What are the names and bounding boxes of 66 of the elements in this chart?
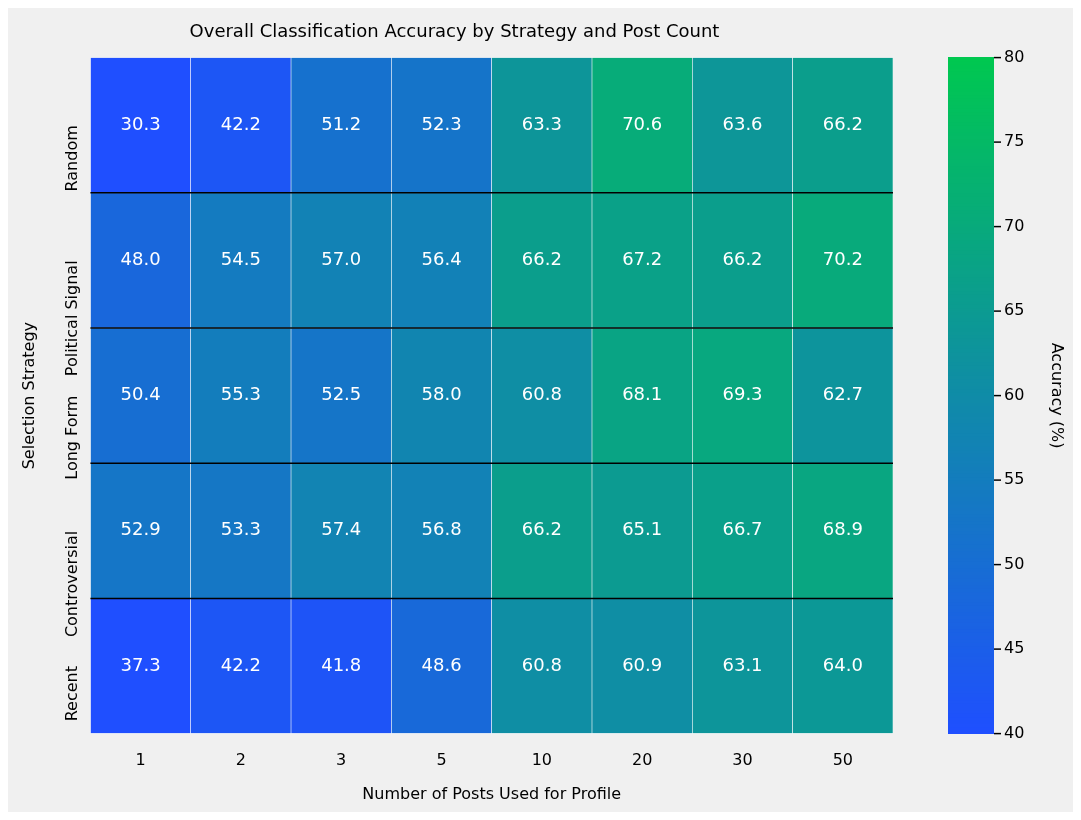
data-label: 50.4 xyxy=(120,383,161,405)
data-label: 60.8 xyxy=(521,383,562,405)
color-bar-label: 40 xyxy=(1004,722,1025,742)
data-label: 69.3 xyxy=(722,383,763,405)
data-label: 66.2 xyxy=(521,518,562,540)
data-label: 60.8 xyxy=(521,653,562,675)
x-tick-label: 3 xyxy=(336,750,347,770)
color-bar-label: 50 xyxy=(1004,553,1025,573)
data-label: 58.0 xyxy=(421,383,462,405)
data-label: 53.3 xyxy=(220,518,261,540)
data-label: 66.7 xyxy=(722,518,763,540)
y-tick-label: Recent xyxy=(61,666,81,722)
data-label: 62.7 xyxy=(822,383,863,405)
data-label: 42.2 xyxy=(220,653,261,675)
color-bar-label: 55 xyxy=(1004,469,1025,489)
x-tick-label: 10 xyxy=(531,750,553,770)
y-tick-label: Controversial xyxy=(61,530,81,638)
data-label: 48.0 xyxy=(120,248,161,270)
y-tick-label: Political Signal xyxy=(61,260,81,377)
data-label: 30.3 xyxy=(120,112,161,134)
data-label: 66.2 xyxy=(521,248,562,270)
data-label: 70.2 xyxy=(822,248,863,270)
color-bar-label: 80 xyxy=(1004,46,1025,66)
data-label: 51.2 xyxy=(321,112,362,134)
data-label: 63.1 xyxy=(722,653,763,675)
data-label: 68.9 xyxy=(822,518,863,540)
y-axis-title: Selection Strategy xyxy=(18,321,38,470)
data-label: 41.8 xyxy=(321,653,362,675)
data-label: 70.6 xyxy=(622,112,663,134)
data-label: 52.5 xyxy=(321,383,362,405)
y-tick-label: Random xyxy=(61,125,81,192)
color-bar-label: 60 xyxy=(1004,384,1025,404)
x-tick-label: 2 xyxy=(235,750,246,770)
color-bar-label: 65 xyxy=(1004,300,1025,320)
data-label: 64.0 xyxy=(822,653,863,675)
data-label: 56.8 xyxy=(421,518,462,540)
data-label: 63.6 xyxy=(722,112,763,134)
data-label: 37.3 xyxy=(120,653,161,675)
data-label: 68.1 xyxy=(622,383,663,405)
data-label: 66.2 xyxy=(722,248,763,270)
data-label: 42.2 xyxy=(220,112,261,134)
data-label: 60.9 xyxy=(622,653,663,675)
x-tick-label: 1 xyxy=(135,750,146,770)
x-tick-label: 20 xyxy=(632,750,653,770)
color-bar-label: 70 xyxy=(1004,215,1025,235)
data-label: 57.4 xyxy=(321,518,362,540)
x-tick-label: 50 xyxy=(832,750,854,770)
data-label: 56.4 xyxy=(421,248,462,270)
color-bar-title: Accuracy (%) xyxy=(1047,342,1067,449)
data-label: 54.5 xyxy=(220,248,261,270)
data-label: 57.0 xyxy=(321,248,362,270)
x-axis-title: Number of Posts Used for Profile xyxy=(362,783,622,803)
data-label: 63.3 xyxy=(521,112,562,134)
chart-title: Overall Classification Accuracy by Strategy and Post Count xyxy=(189,20,720,42)
data-label: 48.6 xyxy=(421,653,462,675)
data-label: 52.3 xyxy=(421,112,462,134)
data-label: 66.2 xyxy=(822,112,863,134)
data-label: 52.9 xyxy=(120,518,161,540)
color-bar-label: 45 xyxy=(1004,638,1025,658)
data-label: 65.1 xyxy=(622,518,663,540)
color-bar-label: 75 xyxy=(1004,131,1025,151)
x-tick-label: 30 xyxy=(732,750,753,770)
data-label: 67.2 xyxy=(622,248,663,270)
y-tick-label: Long Form xyxy=(61,395,81,480)
x-tick-label: 5 xyxy=(436,750,447,770)
data-label: 55.3 xyxy=(220,383,261,405)
